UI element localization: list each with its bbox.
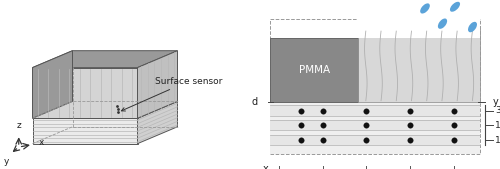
- Polygon shape: [32, 118, 138, 144]
- Text: PMMA: PMMA: [298, 65, 330, 75]
- Polygon shape: [32, 101, 178, 118]
- Bar: [270, 105, 480, 116]
- Polygon shape: [138, 101, 177, 144]
- Bar: [270, 38, 358, 102]
- Bar: [270, 135, 480, 145]
- Polygon shape: [138, 51, 177, 118]
- Bar: [270, 120, 480, 130]
- Bar: [358, 19, 480, 38]
- Text: z: z: [16, 121, 21, 130]
- Text: Surface sensor: Surface sensor: [122, 77, 222, 111]
- Text: x: x: [39, 138, 44, 147]
- Polygon shape: [32, 68, 138, 118]
- Text: y: y: [4, 157, 9, 166]
- Ellipse shape: [420, 3, 430, 14]
- Ellipse shape: [450, 2, 460, 12]
- Polygon shape: [32, 51, 178, 68]
- Polygon shape: [32, 51, 72, 118]
- Bar: [270, 19, 480, 154]
- Text: 3: 3: [495, 106, 500, 115]
- Text: x: x: [263, 164, 269, 169]
- Bar: [358, 29, 480, 102]
- Text: d: d: [252, 97, 258, 107]
- Ellipse shape: [438, 18, 447, 29]
- Bar: [270, 102, 480, 154]
- Text: y: y: [492, 97, 498, 107]
- Ellipse shape: [468, 22, 477, 32]
- Text: 19: 19: [495, 136, 500, 145]
- Text: 11: 11: [495, 121, 500, 130]
